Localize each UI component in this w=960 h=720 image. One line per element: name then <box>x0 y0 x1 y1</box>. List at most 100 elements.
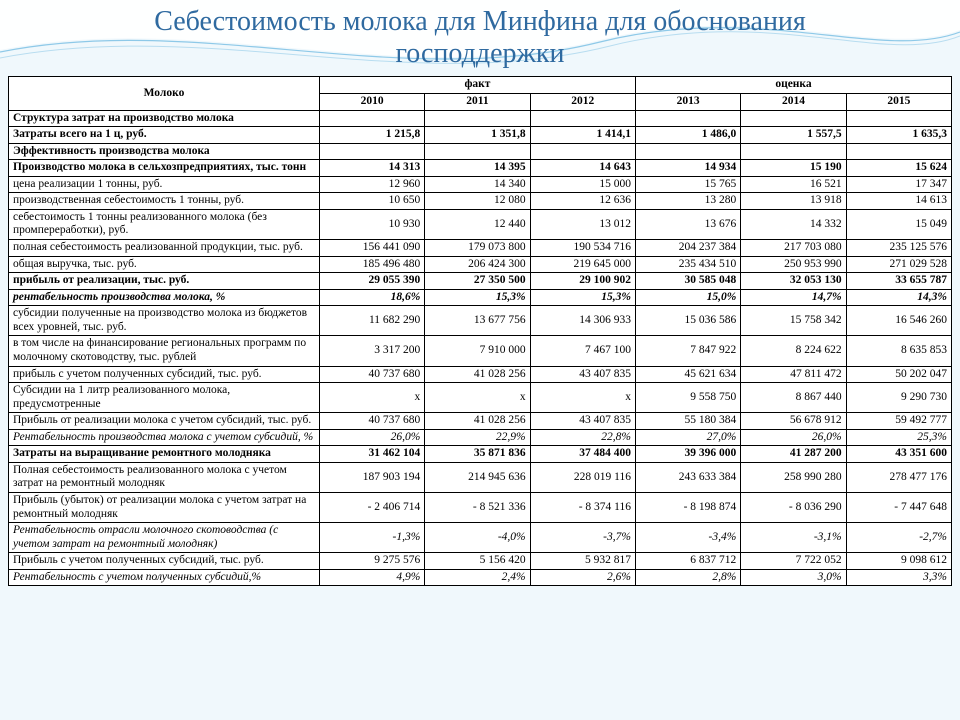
table-row: Рентабельность отрасли молочного скотово… <box>9 523 952 553</box>
cell-value: 7 467 100 <box>530 336 635 366</box>
cell-value: 12 636 <box>530 193 635 210</box>
cell-value: 214 945 636 <box>425 462 530 492</box>
cell-value <box>425 143 530 160</box>
cell-value: 5 932 817 <box>530 553 635 570</box>
cell-value: - 7 447 648 <box>846 493 951 523</box>
cell-value: 12 080 <box>425 193 530 210</box>
cell-value: 30 585 048 <box>635 273 740 290</box>
cell-value <box>846 110 951 127</box>
header-year: 2010 <box>319 93 424 110</box>
cell-value: 10 930 <box>319 209 424 239</box>
cell-value: 15 758 342 <box>741 306 846 336</box>
cell-value: 14,3% <box>846 289 951 306</box>
cell-value: -4,0% <box>425 523 530 553</box>
cell-value: 250 953 990 <box>741 256 846 273</box>
cell-value: 13 677 756 <box>425 306 530 336</box>
cell-value: 43 407 835 <box>530 366 635 383</box>
cell-value: 7 847 922 <box>635 336 740 366</box>
table-row: Прибыль от реализации молока с учетом су… <box>9 413 952 430</box>
cell-value: 258 990 280 <box>741 462 846 492</box>
cell-value: 9 558 750 <box>635 383 740 413</box>
cell-value: 43 351 600 <box>846 446 951 463</box>
cell-value: 14 313 <box>319 160 424 177</box>
table-row: Затраты всего на 1 ц, руб.1 215,81 351,8… <box>9 127 952 144</box>
cell-value: 14 613 <box>846 193 951 210</box>
table-row: Рентабельность производства молока с уче… <box>9 429 952 446</box>
cell-value: 15 765 <box>635 176 740 193</box>
cell-value: 15,3% <box>530 289 635 306</box>
cell-value: 59 492 777 <box>846 413 951 430</box>
header-year: 2014 <box>741 93 846 110</box>
cell-value <box>530 110 635 127</box>
table-row: Субсидии на 1 литр реализованного молока… <box>9 383 952 413</box>
row-label: субсидии полученные на производство моло… <box>9 306 320 336</box>
cell-value: -3,1% <box>741 523 846 553</box>
cell-value: 16 546 260 <box>846 306 951 336</box>
cell-value: 13 918 <box>741 193 846 210</box>
cell-value: 9 290 730 <box>846 383 951 413</box>
cell-value: 32 053 130 <box>741 273 846 290</box>
header-year: 2015 <box>846 93 951 110</box>
header-group-estimate: оценка <box>635 77 951 94</box>
cell-value: 39 396 000 <box>635 446 740 463</box>
header-row-label: Молоко <box>9 77 320 110</box>
cell-value: 41 287 200 <box>741 446 846 463</box>
cell-value: - 8 036 290 <box>741 493 846 523</box>
cell-value: 13 280 <box>635 193 740 210</box>
row-label: Полная себестоимость реализованного моло… <box>9 462 320 492</box>
row-label: Прибыль (убыток) от реализации молока с … <box>9 493 320 523</box>
table-row: Рентабельность с учетом полученных субси… <box>9 569 952 586</box>
cell-value: 25,3% <box>846 429 951 446</box>
cell-value: 15 036 586 <box>635 306 740 336</box>
table-row: прибыль от реализации, тыс. руб.29 055 3… <box>9 273 952 290</box>
row-label: цена реализации 1 тонны, руб. <box>9 176 320 193</box>
table-row: полная себестоимость реализованной проду… <box>9 240 952 257</box>
cell-value: 2,6% <box>530 569 635 586</box>
cost-table-container: Молоко факт оценка 2010 2011 2012 2013 2… <box>8 76 952 586</box>
cell-value: 11 682 290 <box>319 306 424 336</box>
cell-value: 29 100 902 <box>530 273 635 290</box>
cell-value: 12 440 <box>425 209 530 239</box>
cell-value: 15,0% <box>635 289 740 306</box>
cell-value: 3,0% <box>741 569 846 586</box>
cell-value: 12 960 <box>319 176 424 193</box>
row-label: в том числе на финансирование региональн… <box>9 336 320 366</box>
cell-value: 1 414,1 <box>530 127 635 144</box>
title-line-1: Себестоимость молока для Минфина для обо… <box>154 6 806 37</box>
row-label: Затраты всего на 1 ц, руб. <box>9 127 320 144</box>
row-label: Рентабельность отрасли молочного скотово… <box>9 523 320 553</box>
header-year: 2013 <box>635 93 740 110</box>
cell-value: 190 534 716 <box>530 240 635 257</box>
cell-value <box>635 110 740 127</box>
cell-value: 26,0% <box>319 429 424 446</box>
row-label: Рентабельность с учетом полученных субси… <box>9 569 320 586</box>
cell-value: 3 317 200 <box>319 336 424 366</box>
row-label: рентабельность производства молока, % <box>9 289 320 306</box>
cell-value: 185 496 480 <box>319 256 424 273</box>
cell-value: 179 073 800 <box>425 240 530 257</box>
cell-value: 204 237 384 <box>635 240 740 257</box>
cell-value: -1,3% <box>319 523 424 553</box>
row-label: себестоимость 1 тонны реализованного мол… <box>9 209 320 239</box>
table-row: производственная себестоимость 1 тонны, … <box>9 193 952 210</box>
row-label: Производство молока в сельхозпредприятия… <box>9 160 320 177</box>
table-row: рентабельность производства молока, %18,… <box>9 289 952 306</box>
cell-value: 7 910 000 <box>425 336 530 366</box>
cell-value: 217 703 080 <box>741 240 846 257</box>
cell-value: 14 340 <box>425 176 530 193</box>
cell-value: -2,7% <box>846 523 951 553</box>
cell-value: 13 012 <box>530 209 635 239</box>
cell-value: x <box>530 383 635 413</box>
cell-value <box>425 110 530 127</box>
cell-value: 219 645 000 <box>530 256 635 273</box>
table-row: себестоимость 1 тонны реализованного мол… <box>9 209 952 239</box>
cell-value: 9 098 612 <box>846 553 951 570</box>
cell-value: 14 332 <box>741 209 846 239</box>
cell-value: 2,4% <box>425 569 530 586</box>
row-label: Прибыль от реализации молока с учетом су… <box>9 413 320 430</box>
table-row: Производство молока в сельхозпредприятия… <box>9 160 952 177</box>
cell-value: 35 871 836 <box>425 446 530 463</box>
cell-value <box>741 143 846 160</box>
cell-value: x <box>425 383 530 413</box>
row-label: Субсидии на 1 литр реализованного молока… <box>9 383 320 413</box>
